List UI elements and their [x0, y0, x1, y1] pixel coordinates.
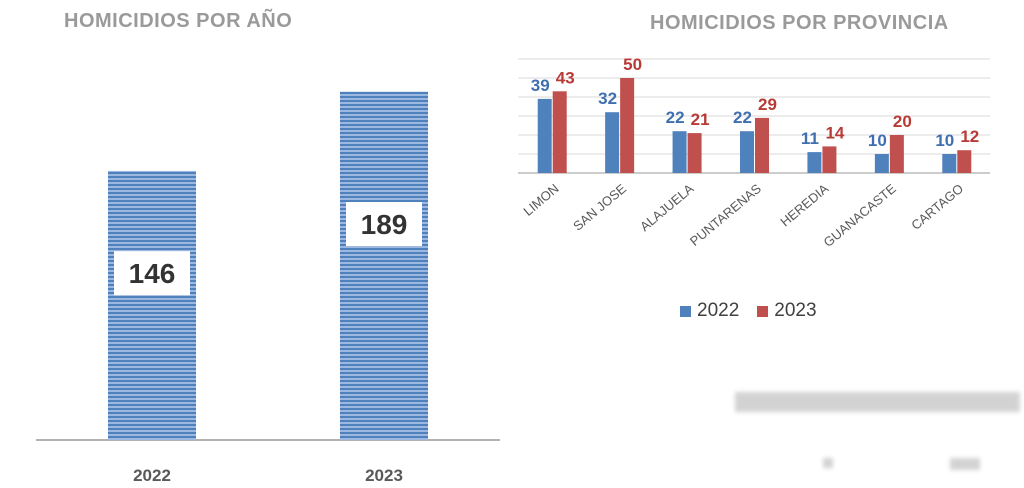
data-label: 11 — [801, 129, 819, 148]
bar-heredia-2023 — [822, 146, 837, 173]
data-label: 14 — [825, 123, 844, 142]
bar-puntarenas-2022 — [740, 131, 754, 173]
x-tick-label: PUNTARENAS — [687, 181, 764, 249]
data-label: 39 — [531, 76, 550, 95]
legend-item-2023: 2023 — [757, 300, 817, 322]
x-tick-label: SAN JOSE — [570, 181, 629, 234]
data-label: 10 — [868, 131, 887, 150]
x-tick-label: GUANACASTE — [821, 181, 900, 250]
province-chart-title: HOMICIDIOS POR PROVINCIA — [650, 12, 949, 34]
legend-label-2022: 2022 — [697, 300, 740, 321]
bar-cartago-2022 — [942, 154, 957, 173]
data-label: 21 — [691, 110, 710, 129]
legend-swatch-2023 — [757, 305, 769, 317]
x-tick-label: ALAJUELA — [637, 181, 697, 235]
blurred-mark — [950, 458, 980, 470]
x-tick-label: 2022 — [133, 466, 171, 485]
yearly-chart-title: HOMICIDIOS POR AÑO — [64, 10, 293, 32]
bar-limon-2023 — [552, 91, 567, 173]
bar-alajuela-2022 — [672, 131, 687, 173]
data-label: 22 — [666, 108, 685, 127]
bar-heredia-2022 — [807, 152, 822, 173]
bar-limon-2022 — [537, 98, 552, 173]
bar-2023 — [340, 91, 428, 440]
province-homicides-panel: HOMICIDIOS POR PROVINCIA 39 43 LIMON 32 50 SA… — [510, 0, 1024, 488]
bar-san-jose-2022 — [605, 112, 620, 173]
data-label: 22 — [733, 108, 752, 127]
data-label: 20 — [893, 112, 912, 131]
blurred-watermark — [735, 392, 1020, 412]
data-label-2023: 189 — [361, 209, 408, 240]
data-label-2022: 146 — [129, 258, 176, 289]
bar-guanacaste-2022 — [874, 154, 889, 173]
bar-guanacaste-2023 — [889, 135, 904, 173]
bar-2022 — [108, 170, 196, 440]
data-label: 32 — [598, 89, 617, 108]
x-tick-label: CARTAGO — [908, 181, 966, 233]
bar-alajuela-2023 — [687, 133, 702, 173]
bar-cartago-2023 — [957, 150, 972, 173]
legend-label-2023: 2023 — [774, 300, 817, 321]
blurred-mark — [823, 458, 833, 468]
legend-item-2022: 2022 — [680, 300, 739, 322]
yearly-homicides-chart: 146 2022 189 2023 — [36, 91, 500, 485]
data-label-box — [114, 251, 190, 296]
legend-swatch-2022 — [680, 305, 691, 317]
bar-san-jose-2023 — [620, 78, 635, 173]
data-label: 10 — [935, 131, 954, 150]
data-label: 50 — [623, 55, 642, 74]
x-tick-label: LIMON — [520, 181, 561, 219]
x-tick-label: 2023 — [365, 466, 403, 485]
data-label-box — [346, 202, 422, 247]
province-homicides-chart: 39 43 LIMON 32 50 SAN JOSE 22 21 ALAJUELA 22 29 PUN… — [518, 55, 990, 250]
data-label: 43 — [556, 68, 575, 87]
data-label: 12 — [960, 127, 979, 146]
data-label: 29 — [758, 95, 777, 114]
province-chart-legend: 2022 2023 — [680, 300, 829, 322]
x-tick-label: HEREDIA — [777, 181, 831, 230]
yearly-homicides-panel: HOMICIDIOS POR AÑO 146 2022 189 2023 — [0, 0, 510, 488]
bar-puntarenas-2023 — [755, 117, 769, 173]
